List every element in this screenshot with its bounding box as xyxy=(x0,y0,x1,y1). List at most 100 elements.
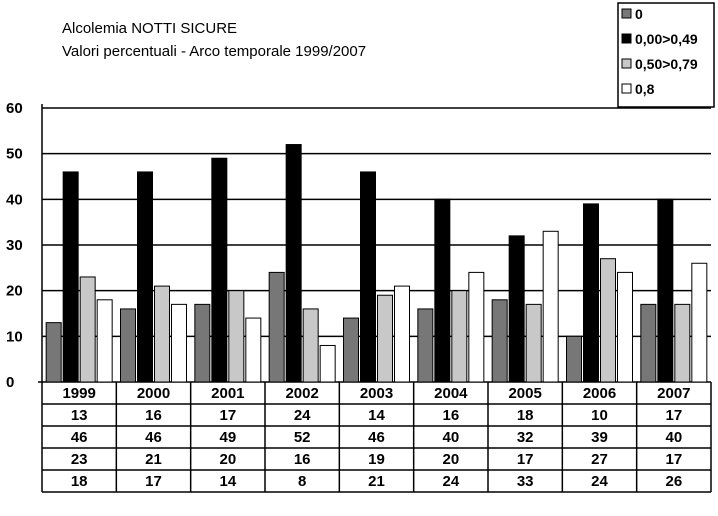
bar xyxy=(137,171,153,383)
data-label: 40 xyxy=(665,429,682,446)
bar xyxy=(691,262,708,383)
x-tick-label: 2000 xyxy=(137,385,170,402)
legend-swatch xyxy=(621,83,632,94)
x-tick-label: 2004 xyxy=(434,385,468,402)
bar xyxy=(451,290,468,383)
data-label: 16 xyxy=(145,407,162,424)
legend-swatch xyxy=(621,8,632,19)
bar xyxy=(245,317,262,383)
bar xyxy=(154,285,170,383)
legend-box xyxy=(617,2,715,108)
x-tick-label: 2002 xyxy=(285,385,318,402)
legend-swatch xyxy=(621,33,632,44)
bar xyxy=(120,308,136,383)
bar xyxy=(583,203,599,383)
data-label: 8 xyxy=(298,473,306,490)
y-tick-label: 10 xyxy=(6,328,23,345)
bar xyxy=(79,276,96,383)
bar xyxy=(45,322,62,383)
data-label: 17 xyxy=(219,407,236,424)
bar xyxy=(360,171,376,383)
bar xyxy=(285,144,302,383)
bar xyxy=(377,294,393,383)
bar xyxy=(468,271,485,383)
data-label: 46 xyxy=(145,429,162,446)
x-tick-label: 2005 xyxy=(508,385,541,402)
x-tick-label: 2007 xyxy=(657,385,690,402)
legend-label: 0 xyxy=(635,6,643,22)
bar xyxy=(657,198,674,383)
bar xyxy=(491,299,508,383)
y-tick-label: 30 xyxy=(6,237,23,254)
bar xyxy=(194,303,211,383)
data-label: 13 xyxy=(71,407,88,424)
bar xyxy=(417,308,434,383)
bar xyxy=(343,317,359,383)
bar xyxy=(434,198,451,383)
legend: 0 0,00>0,49 0,50>0,79 0,8 xyxy=(617,2,715,108)
bar xyxy=(394,285,410,383)
data-label: 23 xyxy=(71,451,88,468)
data-label: 33 xyxy=(517,473,534,490)
legend-label: 0,00>0,49 xyxy=(635,31,698,47)
bar xyxy=(508,235,525,383)
data-label: 26 xyxy=(665,473,682,490)
bar xyxy=(600,258,616,383)
data-table: 1999 2000 2001 2002 2003 2004 2005 2006 2007 13 16… xyxy=(41,382,712,493)
bar xyxy=(566,335,582,383)
bar xyxy=(171,303,187,383)
bar xyxy=(228,290,245,383)
bar xyxy=(542,230,559,383)
data-label: 21 xyxy=(145,451,162,468)
bar xyxy=(640,303,657,383)
y-tick-label: 40 xyxy=(6,191,23,208)
x-tick-label: 2006 xyxy=(583,385,616,402)
bar xyxy=(302,308,319,383)
bar xyxy=(525,303,542,383)
data-label: 32 xyxy=(517,429,534,446)
bar xyxy=(62,171,79,383)
bar xyxy=(211,157,228,383)
data-label: 24 xyxy=(294,407,311,424)
legend-label: 0,50>0,79 xyxy=(635,56,698,72)
data-label: 14 xyxy=(368,407,385,424)
data-label: 14 xyxy=(219,473,236,490)
data-label: 24 xyxy=(591,473,608,490)
data-label: 20 xyxy=(442,451,459,468)
data-label: 40 xyxy=(442,429,459,446)
data-label: 21 xyxy=(368,473,385,490)
data-label: 19 xyxy=(368,451,385,468)
data-label: 10 xyxy=(591,407,608,424)
data-label: 16 xyxy=(442,407,459,424)
x-tick-label: 1999 xyxy=(62,385,95,402)
data-label: 17 xyxy=(145,473,162,490)
data-label: 17 xyxy=(665,407,682,424)
data-label: 20 xyxy=(219,451,236,468)
data-label: 18 xyxy=(71,473,88,490)
data-label: 39 xyxy=(591,429,608,446)
data-label: 18 xyxy=(517,407,534,424)
data-label: 17 xyxy=(665,451,682,468)
data-label: 46 xyxy=(71,429,88,446)
y-tick-label: 0 xyxy=(6,374,14,391)
data-label: 49 xyxy=(219,429,236,446)
x-tick-label: 2003 xyxy=(360,385,393,402)
bars xyxy=(45,144,708,383)
y-tick-label: 60 xyxy=(6,100,23,117)
grid xyxy=(42,107,711,338)
bar xyxy=(268,271,285,383)
data-label: 17 xyxy=(517,451,534,468)
data-label: 27 xyxy=(591,451,608,468)
data-label: 46 xyxy=(368,429,385,446)
bar xyxy=(96,299,113,383)
y-tick-label: 50 xyxy=(6,146,23,163)
y-tick-label: 20 xyxy=(6,283,23,300)
bar xyxy=(617,271,633,383)
legend-swatch xyxy=(621,58,632,69)
chart-subtitle: Valori percentuali - Arco temporale 1999… xyxy=(62,43,366,60)
bar xyxy=(674,303,691,383)
data-label: 52 xyxy=(294,429,311,446)
data-label: 16 xyxy=(294,451,311,468)
bar xyxy=(319,344,336,383)
